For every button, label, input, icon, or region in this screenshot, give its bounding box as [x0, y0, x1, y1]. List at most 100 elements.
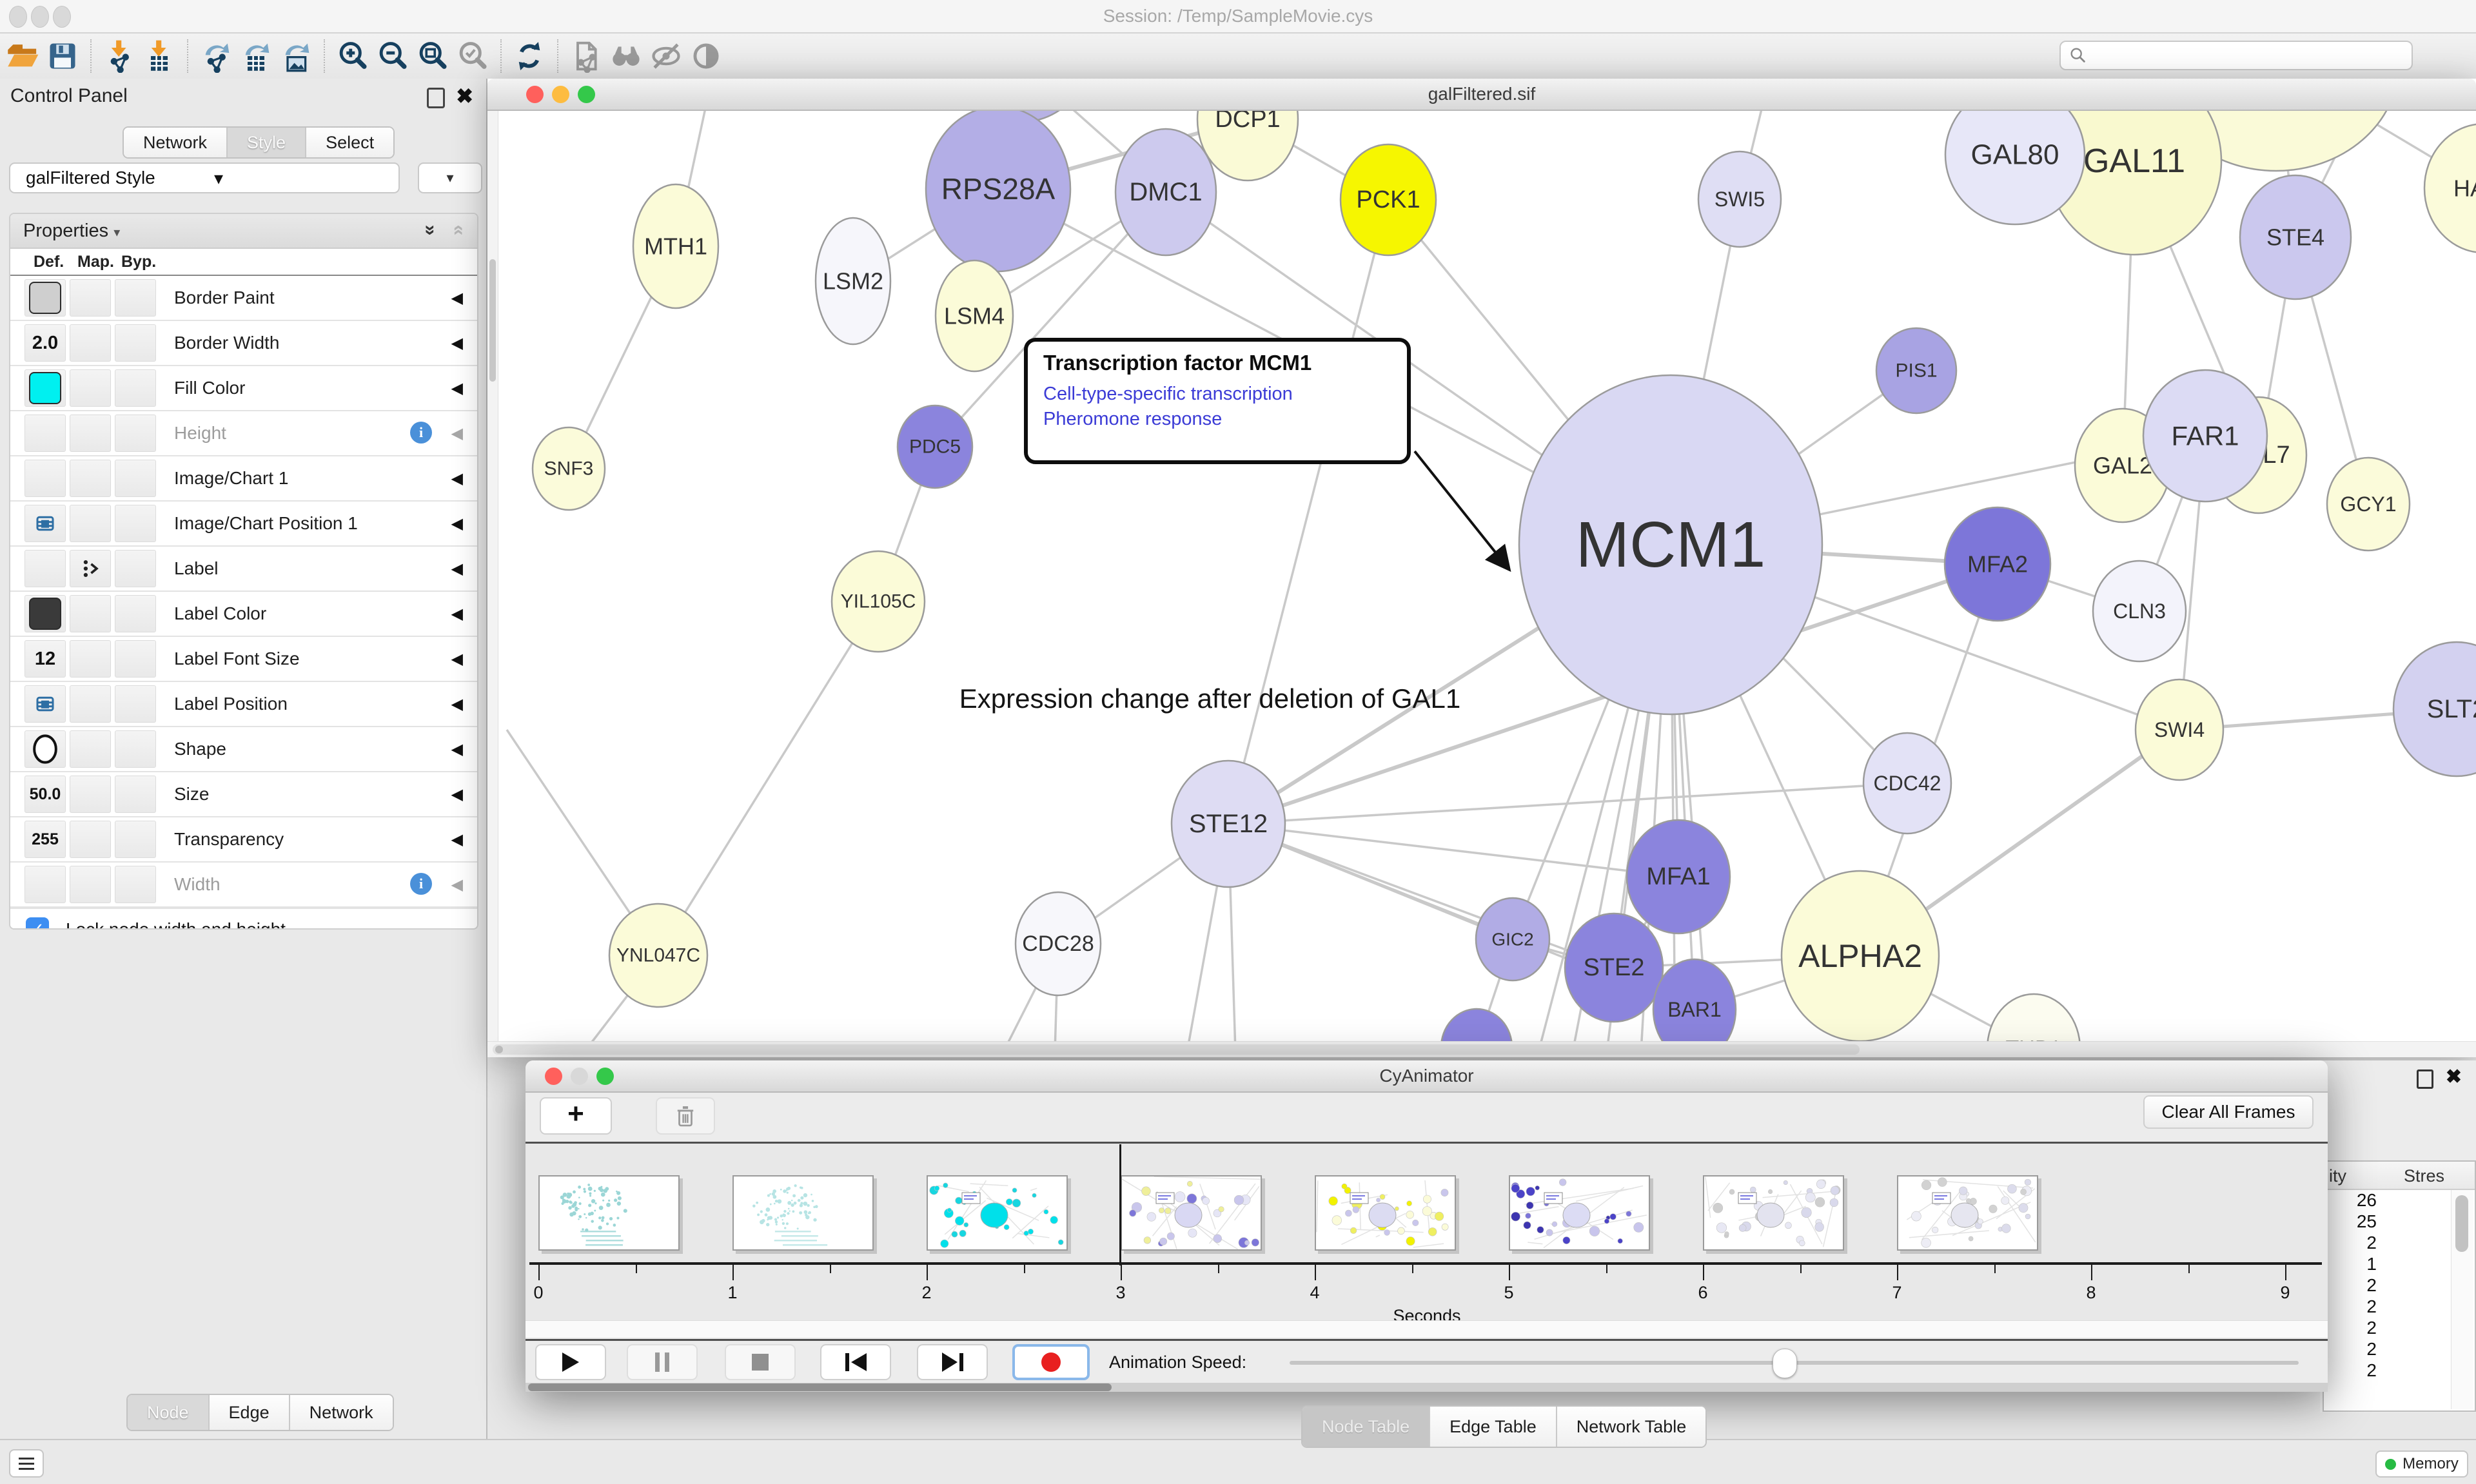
- cyanimator-scrollbar[interactable]: [526, 1383, 2328, 1392]
- eye-slash-icon[interactable]: [646, 37, 686, 75]
- network-node-ALPHA2[interactable]: ALPHA2: [1780, 870, 1940, 1042]
- property-row-image-chart-1[interactable]: Image/Chart 1 ◀: [10, 456, 477, 502]
- frame-thumbnail-6[interactable]: [1509, 1175, 1650, 1251]
- annotation-link[interactable]: Pheromone response: [1043, 409, 1223, 429]
- property-row-size[interactable]: 50.0 Size ◀: [10, 772, 477, 817]
- record-button[interactable]: [1012, 1344, 1090, 1380]
- previous-frame-button[interactable]: [820, 1344, 891, 1380]
- save-session-icon[interactable]: [43, 37, 83, 75]
- network-node-FAR1[interactable]: FAR1: [2142, 369, 2268, 503]
- zoom-selected-icon[interactable]: [453, 37, 493, 75]
- network-node-STE4[interactable]: STE4: [2239, 174, 2352, 300]
- binoculars-icon[interactable]: [606, 37, 646, 75]
- minimize-window-light[interactable]: [571, 1068, 588, 1085]
- network-node-STE2[interactable]: STE2: [1564, 912, 1664, 1023]
- open-session-icon[interactable]: [3, 37, 43, 75]
- table-row[interactable]: 2: [2366, 1318, 2377, 1338]
- tab-style[interactable]: Style: [228, 128, 307, 157]
- tab-network[interactable]: Network: [290, 1395, 393, 1430]
- property-row-label-color[interactable]: Label Color ◀: [10, 592, 477, 637]
- table-row[interactable]: 2: [2366, 1233, 2377, 1253]
- table-row[interactable]: 2: [2366, 1360, 2377, 1380]
- frame-thumbnail-4[interactable]: [1121, 1175, 1262, 1251]
- search-field[interactable]: [2059, 41, 2413, 70]
- slider-thumb[interactable]: [1772, 1349, 1797, 1378]
- network-node-PDC5[interactable]: PDC5: [896, 404, 974, 489]
- collapse-all-icon[interactable]: »: [446, 224, 468, 236]
- network-node-PIS1[interactable]: PIS1: [1875, 327, 1958, 415]
- export-network-icon[interactable]: [196, 37, 236, 75]
- export-table-icon[interactable]: [236, 37, 276, 75]
- zoom-fit-icon[interactable]: [413, 37, 453, 75]
- property-row-label-position[interactable]: Label Position ◀: [10, 682, 477, 727]
- network-node-SWI4[interactable]: SWI4: [2134, 678, 2225, 781]
- lock-size-checkbox[interactable]: ✓: [26, 917, 49, 928]
- next-frame-button[interactable]: [917, 1344, 988, 1380]
- memory-button[interactable]: Memory: [2375, 1450, 2468, 1478]
- annotation-box[interactable]: Transcription factor MCM1 Cell-type-spec…: [1024, 338, 1411, 464]
- tab-node[interactable]: Node: [128, 1395, 210, 1430]
- network-node-DCP1[interactable]: DCP1: [1196, 111, 1299, 182]
- frame-thumbnail-5[interactable]: [1315, 1175, 1456, 1251]
- frame-thumbnail-1[interactable]: [538, 1175, 680, 1251]
- minimize-window-light[interactable]: [552, 86, 569, 103]
- clear-all-frames-button[interactable]: Clear All Frames: [2143, 1095, 2314, 1129]
- network-node-CDC42[interactable]: CDC42: [1862, 732, 1952, 835]
- style-selector[interactable]: galFiltered Style ▾: [9, 162, 400, 193]
- property-row-width[interactable]: Width i ◀: [10, 863, 477, 908]
- expand-property-icon[interactable]: ◀: [451, 605, 463, 623]
- zoom-window-light[interactable]: [596, 1068, 614, 1085]
- network-node-RPS28A[interactable]: RPS28A: [925, 111, 1072, 273]
- network-node-MTH1[interactable]: MTH1: [632, 183, 720, 309]
- window-zoom-light[interactable]: [53, 6, 71, 28]
- network-node-MCM1[interactable]: MCM1: [1518, 374, 1823, 716]
- property-row-label-font-size[interactable]: 12 Label Font Size ◀: [10, 637, 477, 682]
- expand-property-icon[interactable]: ◀: [451, 289, 463, 307]
- properties-header[interactable]: Properties ▾ » »: [10, 214, 477, 249]
- close-panel-icon[interactable]: ✖: [456, 84, 473, 108]
- window-close-light[interactable]: [9, 6, 27, 28]
- close-table-panel-icon[interactable]: ✖: [2445, 1066, 2462, 1088]
- frame-thumbnail-8[interactable]: [1897, 1175, 2038, 1251]
- zoom-out-icon[interactable]: [373, 37, 413, 75]
- expand-property-icon[interactable]: ◀: [451, 560, 463, 578]
- panel-menu-button[interactable]: [9, 1449, 44, 1478]
- play-button[interactable]: [535, 1344, 606, 1380]
- network-node-LSM4[interactable]: LSM4: [934, 259, 1014, 373]
- table-scrollbar[interactable]: [2451, 1190, 2473, 1409]
- duplicate-network-icon[interactable]: [566, 37, 606, 75]
- expand-property-icon[interactable]: ◀: [451, 786, 463, 803]
- network-node-MFA1[interactable]: MFA1: [1626, 819, 1731, 935]
- property-row-fill-color[interactable]: Fill Color ◀: [10, 366, 477, 411]
- style-options-button[interactable]: ▾: [418, 162, 482, 193]
- add-frame-button[interactable]: +: [540, 1097, 612, 1135]
- stop-button[interactable]: [725, 1344, 796, 1380]
- network-node-STE12[interactable]: STE12: [1170, 759, 1286, 888]
- property-row-transparency[interactable]: 255 Transparency ◀: [10, 817, 477, 863]
- network-node-LSM2[interactable]: LSM2: [814, 217, 892, 346]
- expand-property-icon[interactable]: ◀: [451, 650, 463, 668]
- refresh-view-icon[interactable]: [509, 37, 549, 75]
- expand-property-icon[interactable]: ◀: [451, 696, 463, 713]
- float-panel-icon[interactable]: [427, 88, 445, 108]
- horizontal-scrollbar[interactable]: [487, 1041, 2476, 1057]
- network-node-CLN3[interactable]: CLN3: [2092, 560, 2187, 663]
- network-node-GAL80[interactable]: GAL80: [1944, 111, 2086, 226]
- table-row[interactable]: 25: [2356, 1211, 2377, 1231]
- network-node-YIL105C[interactable]: YIL105C: [830, 550, 926, 653]
- frame-thumbnail-7[interactable]: [1703, 1175, 1844, 1251]
- tab-network-table[interactable]: Network Table: [1557, 1407, 1706, 1447]
- network-node-GAL11[interactable]: GAL11: [2046, 111, 2223, 256]
- network-caption-annotation[interactable]: Expression change after deletion of GAL1: [959, 683, 1461, 714]
- annotation-link[interactable]: Cell-type-specific transcription: [1043, 384, 1293, 404]
- table-row[interactable]: 2: [2366, 1275, 2377, 1295]
- tab-select[interactable]: Select: [306, 128, 394, 157]
- expand-property-icon[interactable]: ◀: [451, 425, 463, 442]
- property-row-shape[interactable]: Shape ◀: [10, 727, 477, 772]
- float-table-panel-icon[interactable]: [2417, 1069, 2433, 1089]
- table-row[interactable]: 26: [2356, 1190, 2377, 1210]
- network-node-SWI5[interactable]: SWI5: [1697, 150, 1782, 248]
- network-node-GIC2[interactable]: GIC2: [1475, 897, 1551, 982]
- network-node-GCY1[interactable]: GCY1: [2326, 456, 2411, 552]
